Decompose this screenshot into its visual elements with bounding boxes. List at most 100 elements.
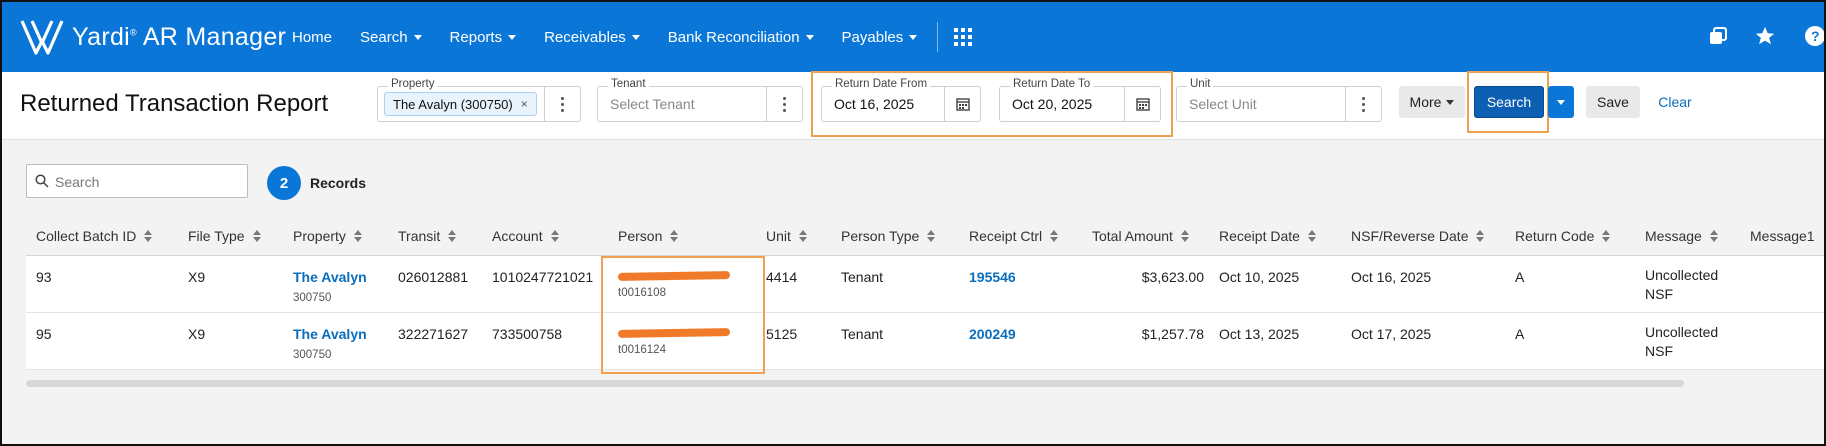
cell-person-type: Tenant [841,326,884,342]
unit-filter[interactable]: Unit Select Unit [1176,78,1382,122]
grid-search-input[interactable]: Search [26,164,248,198]
table-header: Collect Batch ID File Type Property Tran… [26,218,1824,256]
calendar-button[interactable] [1124,87,1160,121]
sort-icon [1307,230,1316,242]
cell-receipt-ctrl[interactable]: 195546 [969,269,1016,285]
chevron-down-icon [1557,99,1565,105]
page-title: Returned Transaction Report [20,90,329,117]
app-brand: Yardi® AR Manager [72,22,287,51]
column-header-total-amount[interactable]: Total Amount [1092,228,1189,244]
nav-search[interactable]: Search [360,29,422,46]
cell-account: 733500758 [492,326,563,342]
column-header-nsf-reverse-date[interactable]: NSF/Reverse Date [1351,228,1485,244]
column-header-property[interactable]: Property [293,228,362,244]
sort-icon [798,230,807,242]
records-label: Records [310,175,367,191]
yardi-logo-icon [20,20,64,55]
column-header-transit[interactable]: Transit [398,228,457,244]
svg-text:?: ? [1811,28,1820,44]
cell-person: t0016124 [617,326,731,356]
cell-property[interactable]: The Avalyn 300750 [293,326,367,361]
calendar-button[interactable] [944,87,980,121]
cell-person: t0016108 [617,269,731,299]
column-header-account[interactable]: Account [492,228,559,244]
more-button[interactable]: More [1399,86,1465,118]
app-grid-icon[interactable] [954,28,973,46]
cell-batch-id: 93 [36,269,52,285]
sort-icon [1602,230,1611,242]
returned-transactions-table: Collect Batch ID File Type Property Tran… [26,218,1824,374]
cell-file-type: X9 [188,326,206,342]
person-column-highlight [601,256,765,374]
sort-icon [144,230,153,242]
return-date-from-value: Oct 16, 2025 [834,96,915,112]
return-date-to-value: Oct 20, 2025 [1012,96,1093,112]
unit-options-button[interactable] [1345,87,1381,121]
cell-receipt-ctrl[interactable]: 200249 [969,326,1016,342]
cell-receipt-date: Oct 13, 2025 [1219,326,1300,342]
cell-property[interactable]: The Avalyn 300750 [293,269,367,304]
property-chip[interactable]: The Avalyn (300750) × [384,92,537,116]
nav-bank-reconciliation[interactable]: Bank Reconciliation [668,29,814,46]
column-header-receipt-ctrl[interactable]: Receipt Ctrl [969,228,1059,244]
cell-return-code: A [1515,326,1525,342]
table-row[interactable]: 95 X9 The Avalyn 300750 322271627 7335007… [26,313,1824,370]
tenant-filter[interactable]: Tenant Select Tenant [597,78,803,122]
date-range-highlight [811,71,1173,137]
sort-icon [1180,230,1189,242]
nav-receivables[interactable]: Receivables [544,29,640,46]
help-icon[interactable]: ? [1802,25,1824,50]
horizontal-scrollbar[interactable] [26,380,1684,387]
search-button[interactable]: Search [1474,86,1544,118]
app-logo[interactable]: Yardi® AR Manager [20,17,292,57]
save-button[interactable]: Save [1586,86,1640,118]
close-icon[interactable]: × [520,97,528,111]
cell-nsf-date: Oct 17, 2025 [1351,326,1432,342]
kebab-menu-icon [561,96,564,112]
column-header-receipt-date[interactable]: Receipt Date [1219,228,1316,244]
cell-transit: 026012881 [398,269,469,285]
column-header-person-type[interactable]: Person Type [841,228,936,244]
clear-button[interactable]: Clear [1658,94,1692,110]
search-options-button[interactable] [1548,86,1574,118]
property-options-button[interactable] [544,87,580,121]
nav-divider [937,22,939,52]
nav-payables[interactable]: Payables [842,29,918,46]
nav-reports[interactable]: Reports [450,29,517,46]
tenant-options-button[interactable] [766,87,802,121]
property-filter[interactable]: Property The Avalyn (300750) × [377,78,581,122]
kebab-menu-icon [783,96,786,112]
nav-home[interactable]: Home [292,28,333,46]
sort-icon [927,230,936,242]
chevron-down-icon [508,34,517,40]
cell-return-code: A [1515,269,1525,285]
windows-icon[interactable] [1708,26,1728,49]
chevron-down-icon [909,34,918,40]
column-header-message1[interactable]: Message1 [1750,228,1815,244]
cell-account: 1010247721021 [492,269,594,285]
chevron-down-icon [413,34,422,40]
column-header-person[interactable]: Person [618,228,679,244]
cell-transit: 322271627 [398,326,469,342]
chevron-down-icon [805,34,814,40]
sort-icon [550,230,559,242]
sort-icon [1709,230,1718,242]
cell-message: Uncollected NSF [1645,267,1719,302]
report-header: Returned Transaction Report Property The… [2,71,1824,140]
return-date-from-field[interactable]: Return Date From Oct 16, 2025 [821,78,981,122]
column-header-message[interactable]: Message [1645,228,1718,244]
return-date-to-field[interactable]: Return Date To Oct 20, 2025 [999,78,1161,122]
top-nav-bar: Yardi® AR Manager Home Search Reports Re… [2,2,1824,72]
table-row[interactable]: 93 X9 The Avalyn 300750 026012881 1010247… [26,256,1824,313]
calendar-icon [955,98,970,111]
cell-total-amount: $3,623.00 [1141,269,1204,285]
column-header-file-type[interactable]: File Type [188,228,261,244]
column-header-collect-batch-id[interactable]: Collect Batch ID [36,228,153,244]
star-icon[interactable] [1754,25,1776,50]
calendar-icon [1135,98,1150,111]
column-header-return-code[interactable]: Return Code [1515,228,1611,244]
cell-file-type: X9 [188,269,206,285]
tenant-label: Tenant [608,78,649,90]
column-header-unit[interactable]: Unit [766,228,807,244]
